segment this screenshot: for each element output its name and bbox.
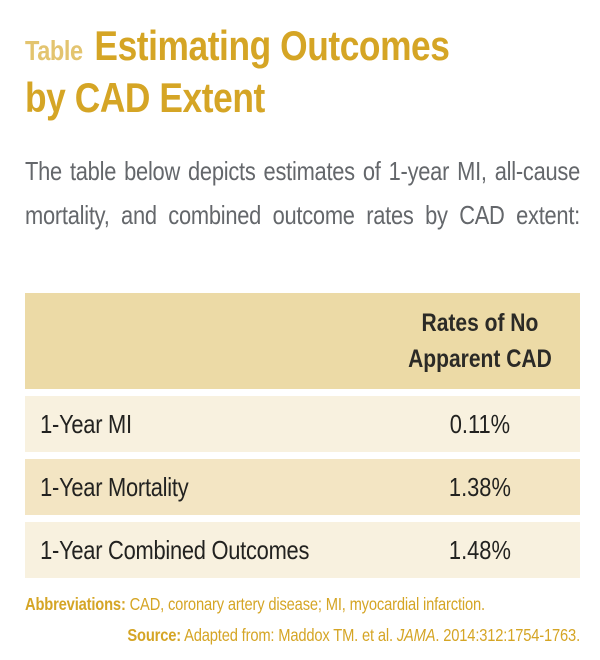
source-journal-name: JAMA [396,625,436,645]
row-label-1-year-combined-outcomes: 1-Year Combined Outcomes [40,534,310,565]
table-row: 1-Year Combined Outcomes 1.48% [25,522,580,578]
table-row: 1-Year MI 0.11% [25,396,580,452]
source-note: Source: Adapted from: Maddox TM. et al. … [25,624,580,646]
abbreviations-label: Abbreviations: [25,594,126,614]
row-value-1-year-mi: 0.11% [449,408,511,439]
table-header-row: Rates of No Apparent CAD [25,293,580,389]
source-label: Source: [127,625,181,645]
column-header-rates-no-apparent-cad: Rates of No Apparent CAD [408,309,552,373]
title-kicker: Table [25,35,83,66]
title-heading-line2: by CAD Extent [25,74,265,121]
title-heading-line1: Estimating Outcomes [94,22,450,69]
row-value-1-year-mortality: 1.38% [448,471,511,502]
row-label-1-year-mi: 1-Year MI [40,408,132,439]
page-title: Table Estimating Outcomes by CAD Extent [25,22,580,125]
source-text-suffix: . 2014:312:1754-1763. [435,625,580,645]
content-area: Table Estimating Outcomes by CAD Extent Th… [25,0,580,660]
row-value-1-year-combined-outcomes: 1.48% [448,534,511,565]
table-row: 1-Year Mortality 1.38% [25,459,580,515]
condensed-content: Table Estimating Outcomes by CAD Extent Th… [25,22,580,646]
abbreviations-text: CAD, coronary artery disease; MI, myocar… [125,594,486,614]
intro-paragraph: The table below depicts estimates of 1-y… [25,156,580,230]
abbreviations-note: Abbreviations: CAD, coronary artery dise… [25,593,580,615]
source-text-prefix: Adapted from: Maddox TM. et al. [180,625,397,645]
row-label-1-year-mortality: 1-Year Mortality [40,471,189,502]
outcomes-table: Rates of No Apparent CAD 1-Year MI 0.11%… [25,293,580,578]
